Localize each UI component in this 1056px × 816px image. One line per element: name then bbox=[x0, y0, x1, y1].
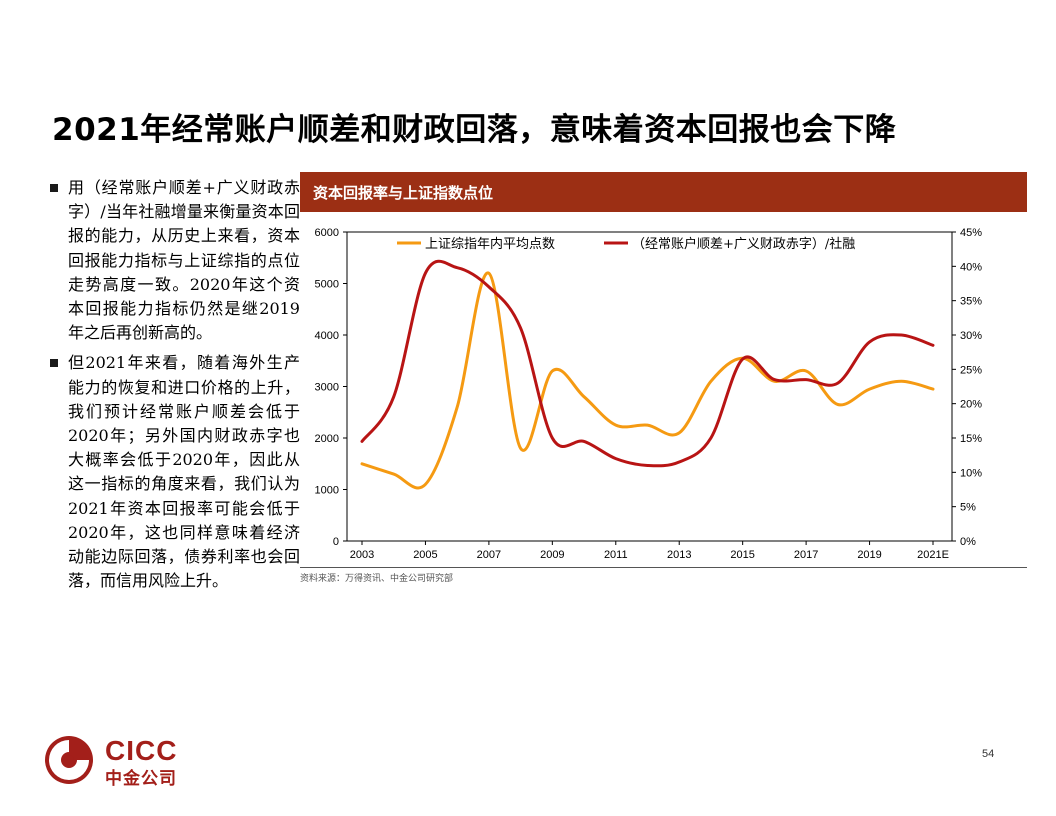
bullet-item: 但2021年来看，随着海外生产能力的恢复和进口价格的上升，我们预计经常账户顺差会… bbox=[50, 351, 300, 593]
logo-text-cn: 中金公司 bbox=[105, 769, 177, 789]
y-right-tick-label: 30% bbox=[960, 330, 982, 342]
x-tick-label: 2011 bbox=[604, 549, 628, 561]
x-tick-label: 2003 bbox=[350, 549, 374, 561]
bullet-square-icon bbox=[50, 184, 58, 192]
source-note: 资料来源：万得资讯、中金公司研究部 bbox=[300, 574, 454, 584]
y-right-tick-label: 45% bbox=[960, 227, 982, 239]
y-left-tick-label: 6000 bbox=[315, 227, 339, 239]
series-line-capital-return bbox=[360, 259, 935, 468]
bullet-text: 用（经常账户顺差+广义财政赤字）/当年社融增量来衡量资本回报的能力，从历史上来看… bbox=[68, 178, 300, 343]
legend-label: 上证综指年内平均点数 bbox=[425, 236, 555, 252]
x-tick-label: 2009 bbox=[540, 549, 564, 561]
page-number: 54 bbox=[982, 748, 995, 760]
y-left-tick-label: 0 bbox=[333, 536, 339, 548]
x-tick-label: 2021E bbox=[917, 549, 949, 561]
legend-label: （经常账户顺差+广义财政赤字）/社融 bbox=[632, 236, 855, 252]
y-left-tick-label: 1000 bbox=[315, 485, 339, 497]
x-tick-label: 2017 bbox=[794, 549, 818, 561]
x-tick-label: 2013 bbox=[667, 549, 691, 561]
y-right-tick-label: 40% bbox=[960, 261, 982, 273]
line-chart: 0 1000 2000 3000 4000 5000 6000 0% 5% 10% 15% 20% 25… bbox=[315, 227, 983, 561]
x-tick-label: 2015 bbox=[730, 549, 754, 561]
cicc-logo-icon bbox=[45, 736, 93, 784]
chart-bottom-rule bbox=[300, 567, 1027, 568]
x-tick-label: 2007 bbox=[477, 549, 501, 561]
chart-header: 资本回报率与上证指数点位 bbox=[300, 172, 1027, 212]
bullet-list: 用（经常账户顺差+广义财政赤字）/当年社融增量来衡量资本回报的能力，从历史上来看… bbox=[50, 176, 300, 599]
y-right-tick-label: 0% bbox=[960, 536, 976, 548]
series-line-shanghai-index bbox=[360, 271, 935, 490]
y-left-tick-label: 2000 bbox=[315, 433, 339, 445]
x-tick-label: 2005 bbox=[413, 549, 437, 561]
y-right-tick-label: 10% bbox=[960, 467, 982, 479]
y-left-tick-label: 3000 bbox=[315, 382, 339, 394]
y-right-tick-label: 5% bbox=[960, 502, 976, 514]
logo-text-en: CICC bbox=[105, 735, 178, 766]
chart-panel: 资本回报率与上证指数点位 0 1000 2000 3000 4000 5000 6000 0%… bbox=[300, 172, 1027, 572]
y-left-tick-label: 4000 bbox=[315, 330, 339, 342]
y-right-tick-label: 35% bbox=[960, 296, 982, 308]
plot-area-frame bbox=[346, 231, 953, 542]
bullet-text: 但2021年来看，随着海外生产能力的恢复和进口价格的上升，我们预计经常账户顺差会… bbox=[68, 353, 300, 591]
bullet-square-icon bbox=[50, 359, 58, 368]
y-right-tick-label: 25% bbox=[960, 364, 982, 376]
y-right-tick-label: 20% bbox=[960, 399, 982, 411]
bullet-item: 用（经常账户顺差+广义财政赤字）/当年社融增量来衡量资本回报的能力，从历史上来看… bbox=[50, 176, 300, 345]
y-right-tick-label: 15% bbox=[960, 433, 982, 445]
x-tick-label: 2019 bbox=[857, 549, 881, 561]
y-left-tick-label: 5000 bbox=[315, 279, 339, 291]
page-title: 2021年经常账户顺差和财政回落，意味着资本回报也会下降 bbox=[52, 112, 897, 148]
